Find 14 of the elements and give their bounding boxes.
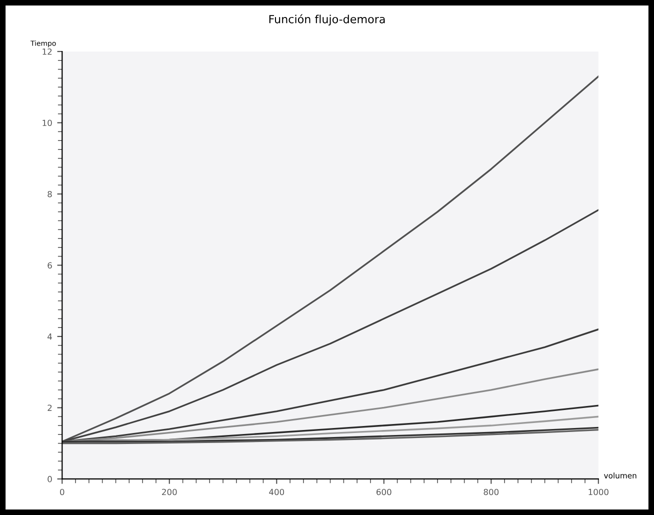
- x-tick-label: 600: [376, 488, 392, 496]
- y-tick-label: 6: [48, 262, 52, 269]
- x-tick-label: 400: [269, 488, 284, 496]
- y-tick-label: 0: [48, 476, 52, 482]
- x-tick-label: 1000: [588, 488, 608, 496]
- y-tick-label: 2: [48, 404, 52, 411]
- y-tick-label: 10: [42, 120, 52, 126]
- y-tick-label: 8: [48, 190, 52, 198]
- y-tick-label: 4: [48, 334, 52, 340]
- chart-title: Función flujo-demora: [269, 14, 385, 26]
- x-tick-label: 200: [162, 488, 177, 496]
- y-tick-label: 12: [42, 48, 52, 55]
- x-tick-label: 800: [484, 488, 499, 496]
- x-tick-label: 0: [60, 488, 64, 496]
